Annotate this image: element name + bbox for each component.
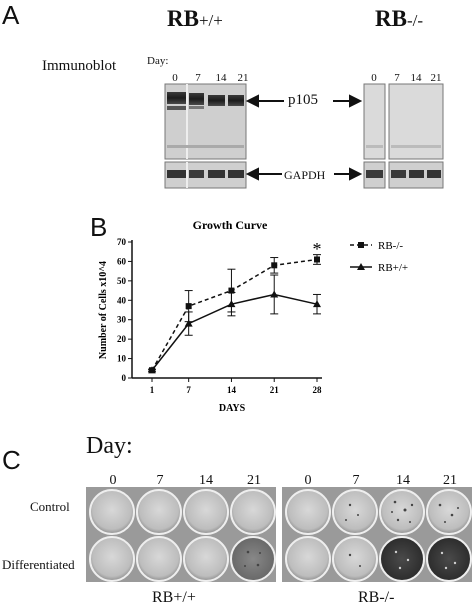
x-axis-label: DAYS: [219, 403, 246, 414]
gapdh-blot-right: [363, 161, 444, 189]
lane-label: 21: [237, 72, 249, 84]
legend-label: RB-/-: [378, 240, 403, 252]
y-axis-label: Number of Cells x10^4: [98, 261, 109, 359]
data-point: [227, 300, 236, 308]
immunoblot-images: [164, 83, 444, 189]
significance-star: *: [313, 239, 322, 259]
genotype-left-main: RB: [167, 6, 199, 31]
panel-b-letter: B: [90, 212, 108, 242]
gapdh-arrows: [245, 167, 363, 181]
data-point: [185, 303, 192, 310]
series-RB+/+: [148, 274, 321, 374]
p105-blot-right: [363, 83, 444, 160]
data-point: [228, 287, 235, 294]
data-point: [184, 319, 193, 327]
wells-rb-ko: [285, 489, 472, 582]
y-tick-label: 60: [117, 256, 127, 266]
lane-label: 0: [371, 72, 377, 84]
gapdh-blot-left: [164, 161, 247, 189]
y-tick-label: 30: [117, 315, 127, 325]
lane-label: 7: [195, 72, 201, 84]
day-label: 0: [109, 473, 117, 488]
chart-title: Growth Curve: [193, 218, 268, 232]
panel-c-letter: C: [2, 445, 21, 475]
caption-rb-wt: RB+/+: [152, 589, 196, 606]
genotype-left-sup: +/+: [198, 11, 223, 30]
genotype-right-sup: -/-: [406, 11, 423, 30]
data-point: [271, 262, 278, 269]
lane-label: 14: [410, 72, 422, 84]
day-label: 7: [156, 473, 164, 488]
day-label: 14: [199, 473, 213, 488]
x-tick-label: 14: [227, 385, 237, 395]
data-point: [148, 366, 156, 374]
genotype-right-main: RB: [375, 6, 407, 31]
data-point: [270, 290, 279, 298]
immunoblot-label: Immunoblot: [42, 58, 117, 74]
lane-label: 0: [172, 72, 178, 84]
y-tick-label: 10: [117, 354, 127, 364]
row-label-differentiated: Differentiated: [2, 557, 75, 572]
dense-colony-dots: [394, 550, 457, 570]
wells-rb-wt: [89, 489, 276, 582]
x-tick-label: 1: [150, 385, 155, 395]
panel-a-letter: A: [2, 0, 20, 30]
day-label: 7: [352, 473, 360, 488]
y-tick-label: 40: [117, 295, 127, 305]
row-label-control: Control: [30, 499, 70, 514]
lane-label: 7: [394, 72, 400, 84]
genotype-left-heading: RB+/+: [167, 6, 223, 32]
colony-dots: [244, 500, 459, 567]
genotype-right-heading: RB-/-: [375, 6, 423, 32]
x-tick-label: 28: [313, 385, 323, 395]
y-tick-label: 70: [117, 237, 127, 247]
legend-label: RB+/+: [378, 262, 408, 274]
y-tick-label: 20: [117, 334, 127, 344]
legend-marker: [357, 263, 365, 270]
panel-c-day-label: Day:: [86, 433, 133, 459]
data-point: [313, 300, 321, 308]
gapdh-label: GAPDH: [284, 168, 326, 182]
day-label-blot: Day:: [147, 55, 169, 67]
caption-rb-ko: RB-/-: [358, 589, 395, 606]
x-tick-label: 21: [270, 385, 280, 395]
lane-label: 21: [430, 72, 442, 84]
y-tick-label: 0: [122, 373, 127, 383]
legend-marker: [358, 242, 364, 248]
p105-label: p105: [288, 92, 318, 108]
day-label: 21: [443, 473, 457, 488]
x-tick-label: 7: [186, 385, 191, 395]
day-label: 21: [247, 473, 261, 488]
p105-arrows: [245, 94, 363, 108]
p105-blot-left: [164, 83, 247, 160]
day-label: 14: [396, 473, 410, 488]
growth-curve-chart: Growth Curve Number of Cells x10^4 DAYS …: [98, 218, 408, 414]
data-point: [314, 256, 320, 263]
day-label: 0: [304, 473, 312, 488]
y-tick-label: 50: [117, 276, 127, 286]
lane-label: 14: [215, 72, 227, 84]
